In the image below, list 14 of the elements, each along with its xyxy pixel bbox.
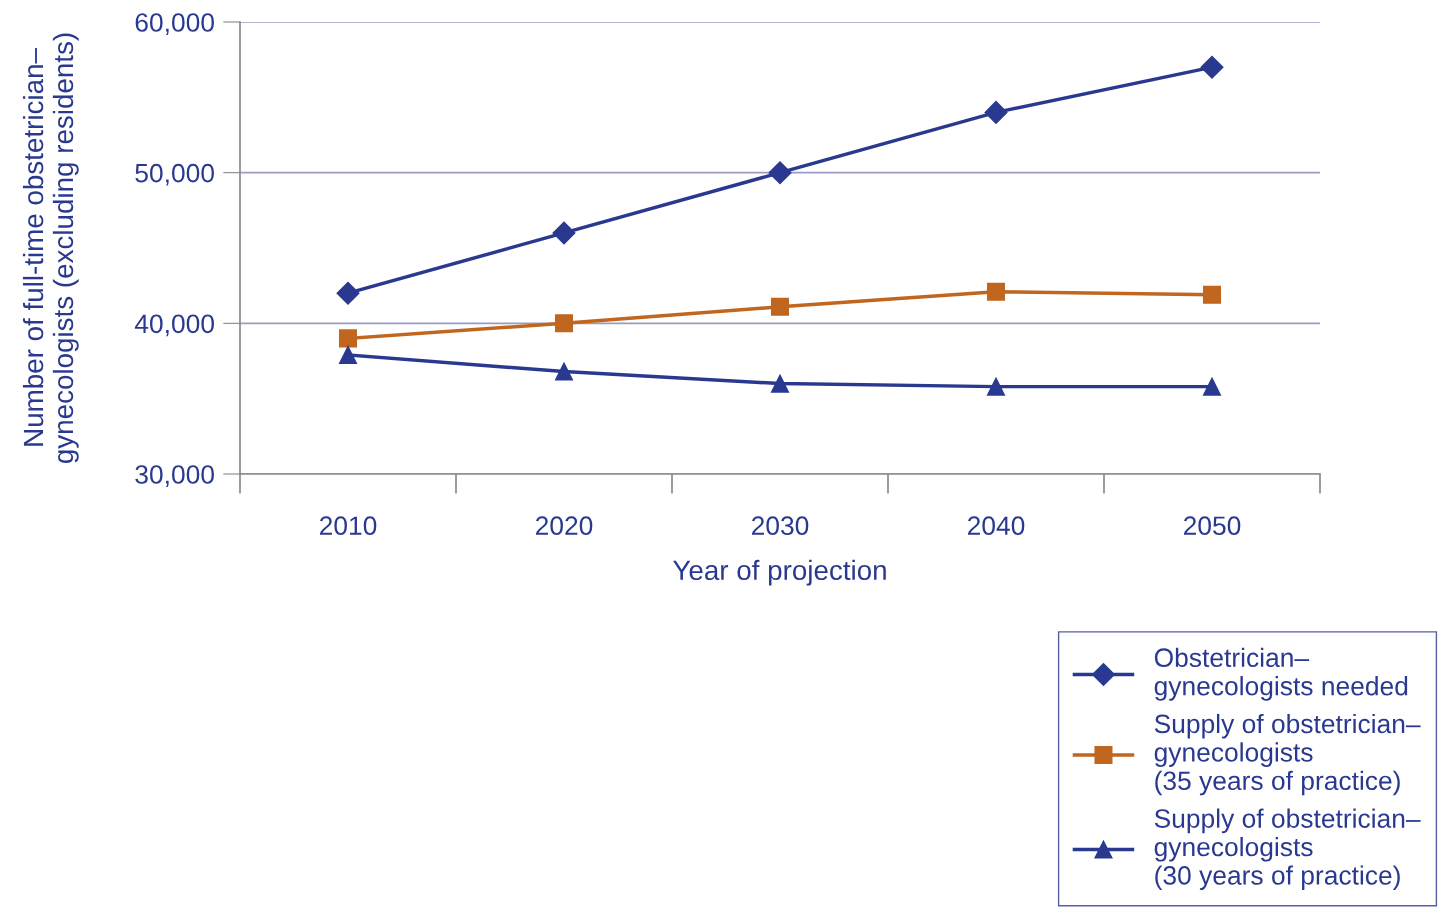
x-tick-label: 2010	[319, 516, 377, 536]
y-tick-label: 40,000	[134, 314, 214, 337]
x-tick-label: 2020	[535, 516, 593, 536]
y-tick-label: 30,000	[135, 465, 214, 487]
x-tick-label: 2040	[967, 516, 1025, 536]
legend-label: Supply of obstetrician– gynecologists (35 years of practice)	[1154, 713, 1421, 796]
legend-label: Supply of obstetrician– gynecologists (30 years of practice)	[1154, 808, 1421, 890]
y-tick-label: 60,000	[135, 13, 214, 35]
y-tick-label: 50,000	[135, 163, 214, 186]
x-axis-title: Year of projection	[673, 559, 886, 586]
x-tick-label: 2030	[751, 516, 809, 536]
y-axis-title: Number of full-time obstetrician– gynecologists (excluding residents)	[22, 33, 79, 463]
legend-label: Obstetrician– gynecologists needed	[1154, 647, 1408, 701]
x-tick-label: 2050	[1183, 516, 1241, 536]
